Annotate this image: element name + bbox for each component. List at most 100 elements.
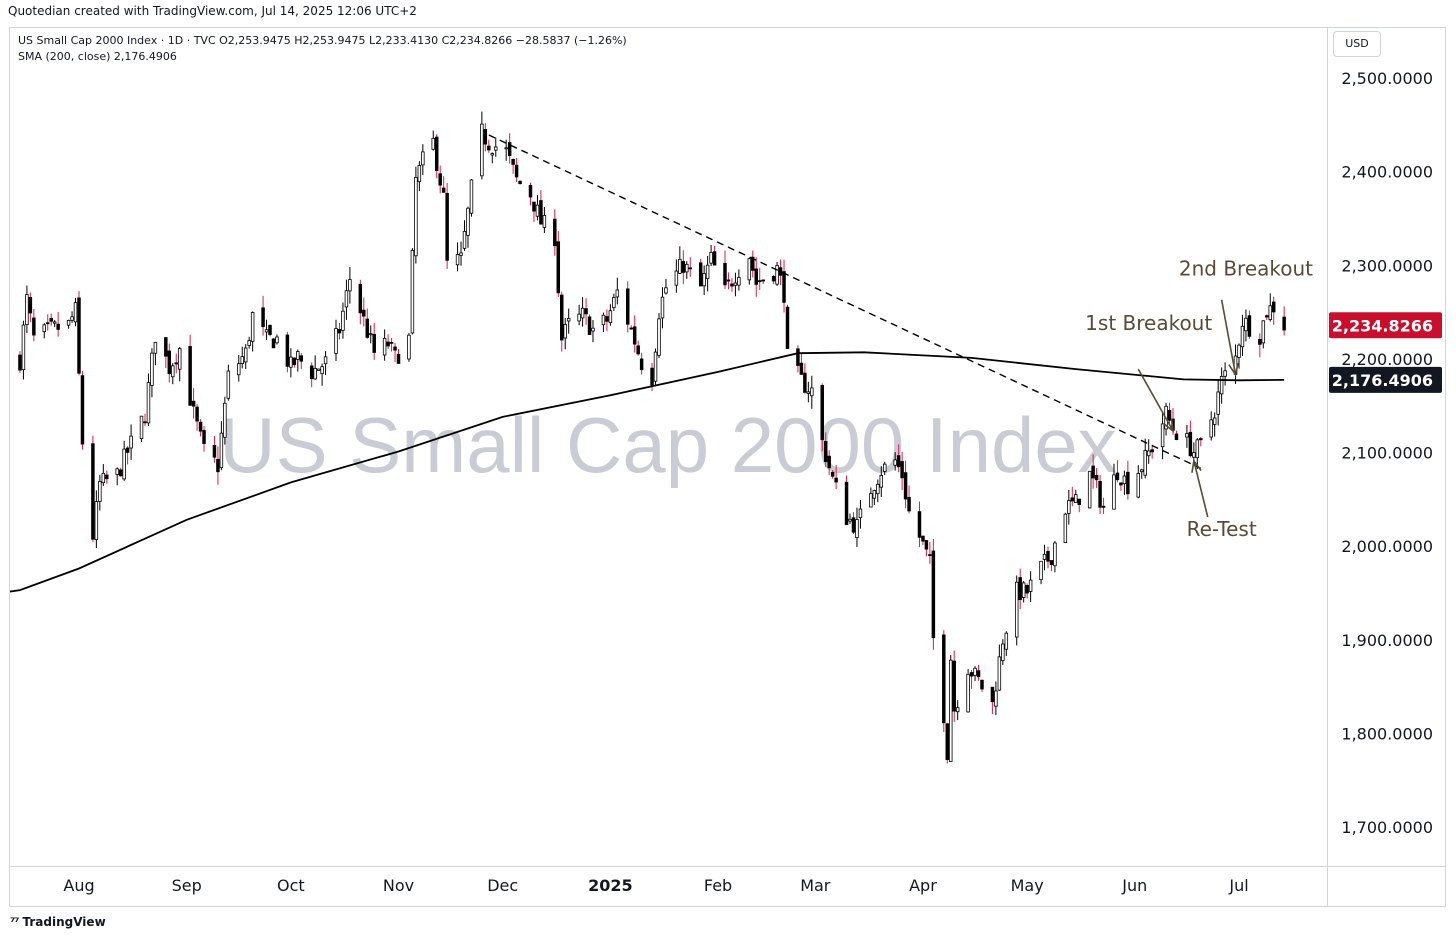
candle <box>1049 560 1054 572</box>
sma-value-badge-label: 2,176.4906 <box>1332 371 1433 390</box>
candle <box>21 320 26 380</box>
candle-body <box>80 375 85 445</box>
symbol-legend[interactable]: US Small Cap 2000 Index · 1D · TVC O2,25… <box>18 34 627 47</box>
candle-body <box>417 165 422 182</box>
candle-body <box>129 435 133 449</box>
candle-body <box>810 387 814 397</box>
candle <box>858 500 863 529</box>
candle-body <box>240 356 244 364</box>
candle-body <box>362 309 366 317</box>
candle-body <box>348 279 352 292</box>
candle <box>577 304 581 326</box>
candle <box>969 670 974 689</box>
candle-body <box>1067 500 1071 514</box>
candle <box>785 304 790 350</box>
candle-body <box>177 348 182 370</box>
candle-body <box>705 264 710 279</box>
candle-body <box>1268 305 1272 320</box>
candle <box>1067 489 1071 525</box>
candle <box>316 368 321 371</box>
sma-legend[interactable]: SMA (200, close) 2,176.4906 <box>18 50 177 63</box>
candle-body <box>577 313 581 322</box>
candle <box>924 540 929 557</box>
candle-body <box>511 158 515 165</box>
candle <box>271 337 276 349</box>
candle <box>188 334 192 406</box>
candle <box>341 302 345 339</box>
candle <box>469 178 474 217</box>
candle-body <box>563 324 567 339</box>
candle-body <box>490 153 495 156</box>
candle <box>917 501 922 548</box>
candle <box>344 279 349 320</box>
candle <box>1216 380 1220 426</box>
candle <box>952 650 956 722</box>
candle <box>601 312 606 333</box>
candle-body <box>698 262 703 287</box>
candle <box>1258 333 1262 358</box>
candle-body <box>18 354 22 371</box>
candle <box>1119 482 1123 491</box>
candle <box>1021 580 1026 603</box>
candle-body <box>893 459 897 466</box>
candle-body <box>757 280 762 283</box>
candle-body <box>608 310 613 323</box>
candle-body <box>459 252 463 256</box>
annotation-label: 1st Breakout <box>1085 311 1212 335</box>
candle-body <box>73 302 78 323</box>
candle <box>292 357 297 368</box>
candle <box>626 281 630 333</box>
candle-body <box>688 267 692 270</box>
tradingview-logo[interactable]: ⁷⁷ TradingView <box>10 915 106 929</box>
candle-body <box>632 326 637 345</box>
candle-body <box>848 518 852 522</box>
candle-body <box>77 297 81 374</box>
candle-body <box>275 336 279 344</box>
candle-body <box>1049 560 1054 565</box>
candle-body <box>164 337 168 357</box>
candle-body <box>466 207 470 236</box>
candle <box>921 535 925 546</box>
candle <box>285 331 290 373</box>
candle-body <box>1244 317 1248 332</box>
candle <box>723 250 727 289</box>
candle <box>782 259 786 313</box>
candle-body <box>532 201 536 212</box>
candle <box>483 123 488 152</box>
candle <box>1195 438 1200 469</box>
candle-body <box>195 406 199 422</box>
candle <box>1185 424 1189 448</box>
candle <box>431 130 435 151</box>
candle <box>77 291 81 376</box>
time-tick-label: May <box>1011 876 1044 895</box>
candle <box>122 440 126 481</box>
candle-body <box>1219 375 1224 395</box>
candle <box>942 630 946 732</box>
candle <box>1014 575 1019 646</box>
candle-body <box>268 324 272 335</box>
price-tick-label: 2,200.0000 <box>1341 350 1433 369</box>
candle-body <box>685 263 689 273</box>
candle <box>608 304 613 326</box>
candle <box>518 180 522 185</box>
candle-body <box>775 265 779 285</box>
candle-body <box>997 656 1002 691</box>
annotation-arrow-shaft <box>1193 460 1209 518</box>
candle-body <box>733 282 738 286</box>
candle-body <box>587 316 592 335</box>
currency-selector[interactable]: USD <box>1333 31 1381 57</box>
candle <box>1122 470 1127 495</box>
candle-body <box>292 357 297 366</box>
candle-body <box>1195 439 1200 459</box>
candle <box>896 444 901 473</box>
annotation-label: 2nd Breakout <box>1179 256 1313 280</box>
candle <box>639 352 644 375</box>
candle <box>174 353 178 374</box>
candle <box>32 309 36 342</box>
candle-body <box>28 297 33 314</box>
candle-body <box>1074 494 1078 503</box>
candle-body <box>1140 469 1144 473</box>
price-tick-label: 1,900.0000 <box>1341 631 1433 650</box>
candle <box>1174 430 1179 441</box>
